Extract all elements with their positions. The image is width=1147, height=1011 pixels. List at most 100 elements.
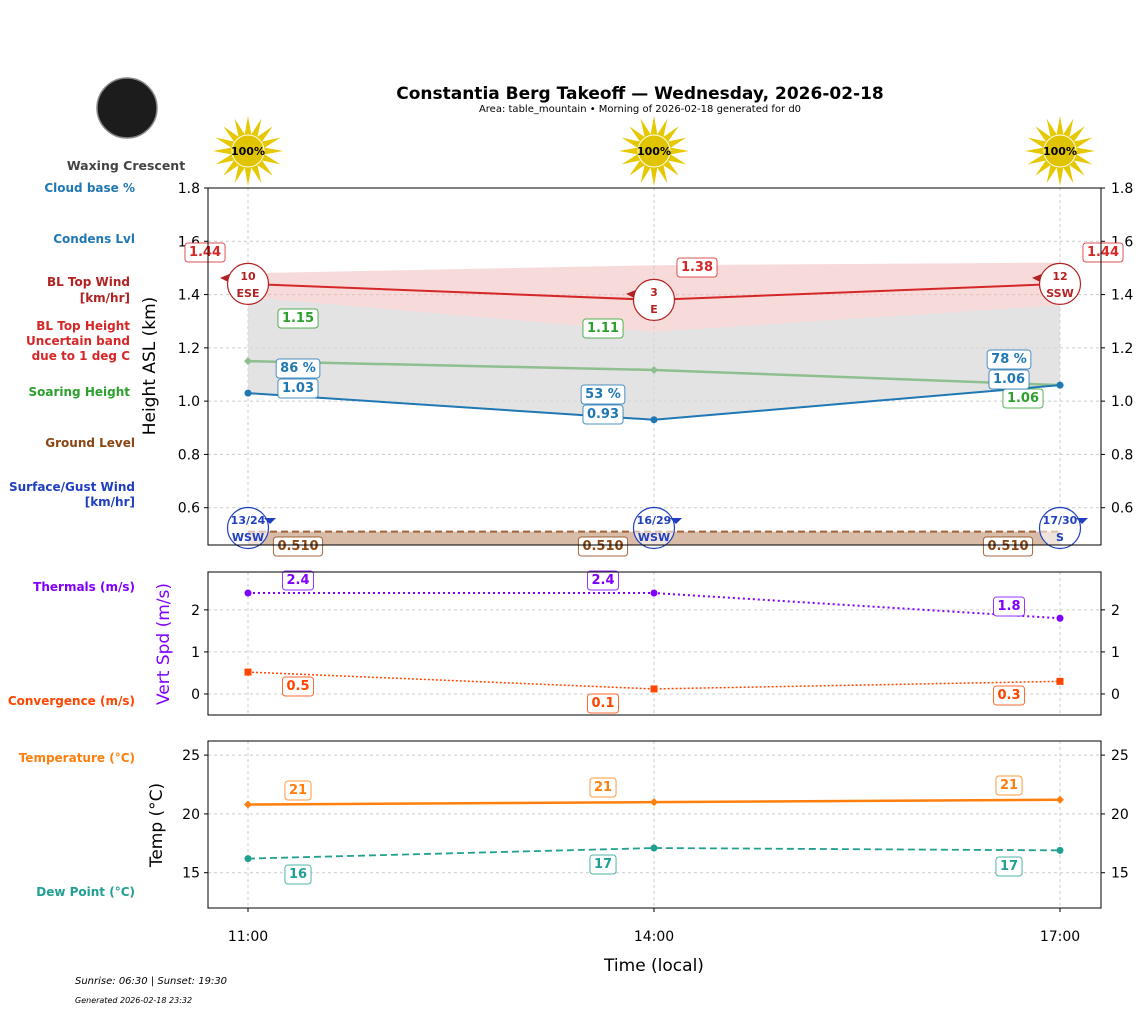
x-axis-label: Time (local) — [603, 956, 704, 976]
sun-times: Sunrise: 06:30 | Sunset: 19:30 — [75, 976, 227, 987]
y-tick-label-right: 1.0 — [1111, 394, 1133, 410]
plot-frame — [207, 571, 1102, 716]
bl-top-label: 1.38 — [676, 257, 718, 278]
y-tick-label-left: 0 — [191, 687, 200, 703]
dew-point-label-text: 16 — [289, 867, 307, 882]
sun-disc — [637, 134, 671, 168]
soaring-height-point — [244, 357, 252, 366]
bl-wind-speed: 12 — [1052, 270, 1067, 283]
ground-label-box — [982, 536, 1034, 557]
cloud-base-pct-label: 53 % — [580, 384, 626, 405]
plot-frame — [207, 740, 1102, 909]
label-bl-band-note: due to 1 deg C — [32, 349, 131, 363]
ground-label-box — [272, 536, 324, 557]
temperature-point — [244, 800, 252, 809]
dew-point-label-box — [589, 854, 617, 875]
temperature-label: 21 — [284, 780, 312, 801]
y-tick-label-right: 1 — [1111, 645, 1120, 661]
surface-wind-arrow-icon — [670, 518, 682, 524]
convergence-label: 0.5 — [281, 676, 315, 697]
convergence-label-box — [992, 685, 1026, 706]
label-cloud-base: Cloud base % — [44, 181, 135, 195]
convergence-point — [650, 685, 658, 693]
ground-label: 0.510 — [577, 536, 629, 557]
y-tick-label-left: 20 — [182, 807, 200, 823]
ground-label-box — [577, 536, 629, 557]
y-tick-label-left: 1.4 — [178, 288, 200, 304]
dew-point-label-box — [284, 864, 312, 885]
convergence-label: 0.1 — [586, 693, 620, 714]
bl-wind-arrow-icon — [626, 289, 636, 298]
dew-point-label-text: 17 — [594, 857, 612, 872]
thermals-label-text: 1.8 — [997, 599, 1020, 614]
cloud-base-pct-label-text: 53 % — [585, 387, 621, 402]
y-tick-label-right: 1.8 — [1111, 181, 1133, 197]
y-axis-label-height: Height ASL (km) — [140, 297, 160, 436]
y-tick-label-left: 1.0 — [178, 394, 200, 410]
sun-icon: 100% — [213, 116, 283, 186]
y-tick-label-left: 1.8 — [178, 181, 200, 197]
ground-label: 0.510 — [982, 536, 1034, 557]
temperature-label: 21 — [995, 775, 1023, 796]
bl-top-label-box — [1082, 242, 1124, 263]
y-tick-label-left: 15 — [182, 866, 200, 882]
surface-wind-arrow-icon — [1076, 518, 1088, 524]
soaring-label: 1.06 — [1002, 388, 1044, 409]
dew-point-label-text: 17 — [1000, 859, 1018, 874]
condens-label-box — [988, 369, 1030, 390]
convergence-label-text: 0.5 — [286, 679, 309, 694]
ground-label-text: 0.510 — [277, 539, 318, 554]
convergence-label-box — [281, 676, 315, 697]
sun-icon: 100% — [1025, 116, 1095, 186]
condens-label-text: 1.06 — [993, 372, 1025, 387]
dew-point-label: 17 — [995, 856, 1023, 877]
thermals-label-text: 2.4 — [286, 573, 309, 588]
bl-wind-direction: ESE — [237, 287, 260, 300]
thermals-label-text: 2.4 — [591, 573, 614, 588]
side-labels: Cloud base % Condens Lvl BL Top Wind [km… — [8, 181, 135, 899]
soaring-label: 1.15 — [277, 308, 319, 329]
thermals-label-box — [281, 570, 315, 591]
label-condens: Condens Lvl — [53, 232, 135, 246]
condens-label-text: 1.03 — [282, 381, 314, 396]
surface-wind-speed: 13/24 — [231, 514, 266, 527]
cloud-base-pct-label-box — [986, 349, 1032, 370]
condens-label: 1.06 — [988, 369, 1030, 390]
bl-wind-direction: E — [650, 303, 658, 316]
bl-wind-arrow-icon — [1032, 273, 1042, 282]
label-bl-wind-unit: [km/hr] — [80, 291, 130, 305]
temperature-point — [650, 798, 658, 807]
cloud-base-pct-label: 78 % — [986, 349, 1032, 370]
y-axis-label-vert: Vert Spd (m/s) — [154, 583, 174, 705]
bl-wind-arrow-icon — [220, 273, 230, 282]
bl-top-label: 1.44 — [184, 242, 226, 263]
y-tick-label-right: 1.2 — [1111, 341, 1133, 357]
surface-wind-circle — [1038, 506, 1082, 550]
sun-percent: 100% — [1043, 145, 1077, 158]
cloud-base-pct-label: 86 % — [275, 358, 321, 379]
x-tick-label: 11:00 — [228, 929, 268, 945]
surface-wind-speed: 17/30 — [1043, 514, 1078, 527]
label-dew-point: Dew Point (°C) — [36, 885, 135, 899]
y-tick-label-left: 1.2 — [178, 341, 200, 357]
bl-top-label-box — [676, 257, 718, 278]
y-tick-label-right: 0.8 — [1111, 447, 1133, 463]
convergence-label-text: 0.1 — [591, 696, 614, 711]
label-ground: Ground Level — [45, 436, 135, 450]
bl-top-label-text: 1.44 — [189, 245, 221, 260]
bl-top-label: 1.44 — [1082, 242, 1124, 263]
condens-label-box — [277, 378, 319, 399]
cloud-base-pct-label-box — [580, 384, 626, 405]
dew-point-label: 17 — [589, 854, 617, 875]
y-tick-label-right: 15 — [1111, 866, 1129, 882]
sun-percent: 100% — [231, 145, 265, 158]
thermals-label: 1.8 — [992, 596, 1026, 617]
label-thermals: Thermals (m/s) — [33, 580, 135, 594]
thermals-point — [244, 589, 252, 597]
y-tick-label-right: 20 — [1111, 807, 1129, 823]
surface-wind-direction: WSW — [232, 531, 264, 544]
thermals-label: 2.4 — [586, 570, 620, 591]
bl-wind-speed: 3 — [650, 286, 658, 299]
condens-level-point — [650, 416, 658, 424]
label-soaring: Soaring Height — [29, 385, 131, 399]
